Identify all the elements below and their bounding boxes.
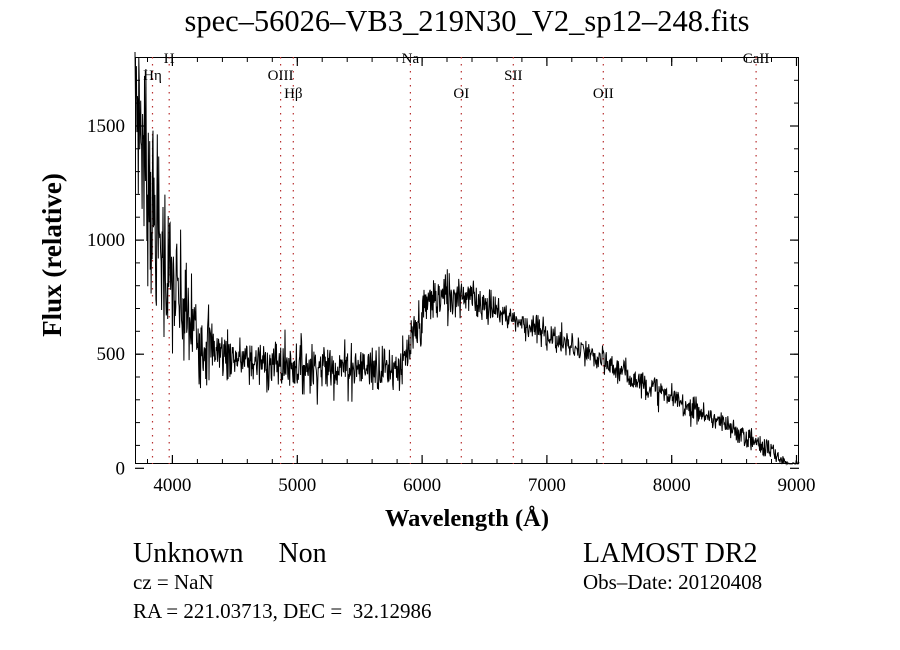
svg-text:5000: 5000 [278,475,316,496]
svg-text:SII: SII [504,68,522,84]
svg-text:6000: 6000 [403,475,441,496]
svg-text:OII: OII [593,86,614,102]
svg-text:Na: Na [402,51,420,67]
svg-text:8000: 8000 [653,475,691,496]
svg-text:1000: 1000 [87,230,125,251]
svg-text:CaII: CaII [743,51,770,67]
svg-text:Hβ: Hβ [284,86,302,102]
svg-text:1500: 1500 [87,116,125,137]
svg-text:0: 0 [116,458,126,479]
svg-text:7000: 7000 [528,475,566,496]
svg-text:OI: OI [453,86,469,102]
svg-text:H: H [164,51,175,67]
svg-text:500: 500 [97,344,126,365]
svg-text:9000: 9000 [778,475,816,496]
svg-text:OIII: OIII [268,68,294,84]
svg-text:4000: 4000 [153,475,191,496]
